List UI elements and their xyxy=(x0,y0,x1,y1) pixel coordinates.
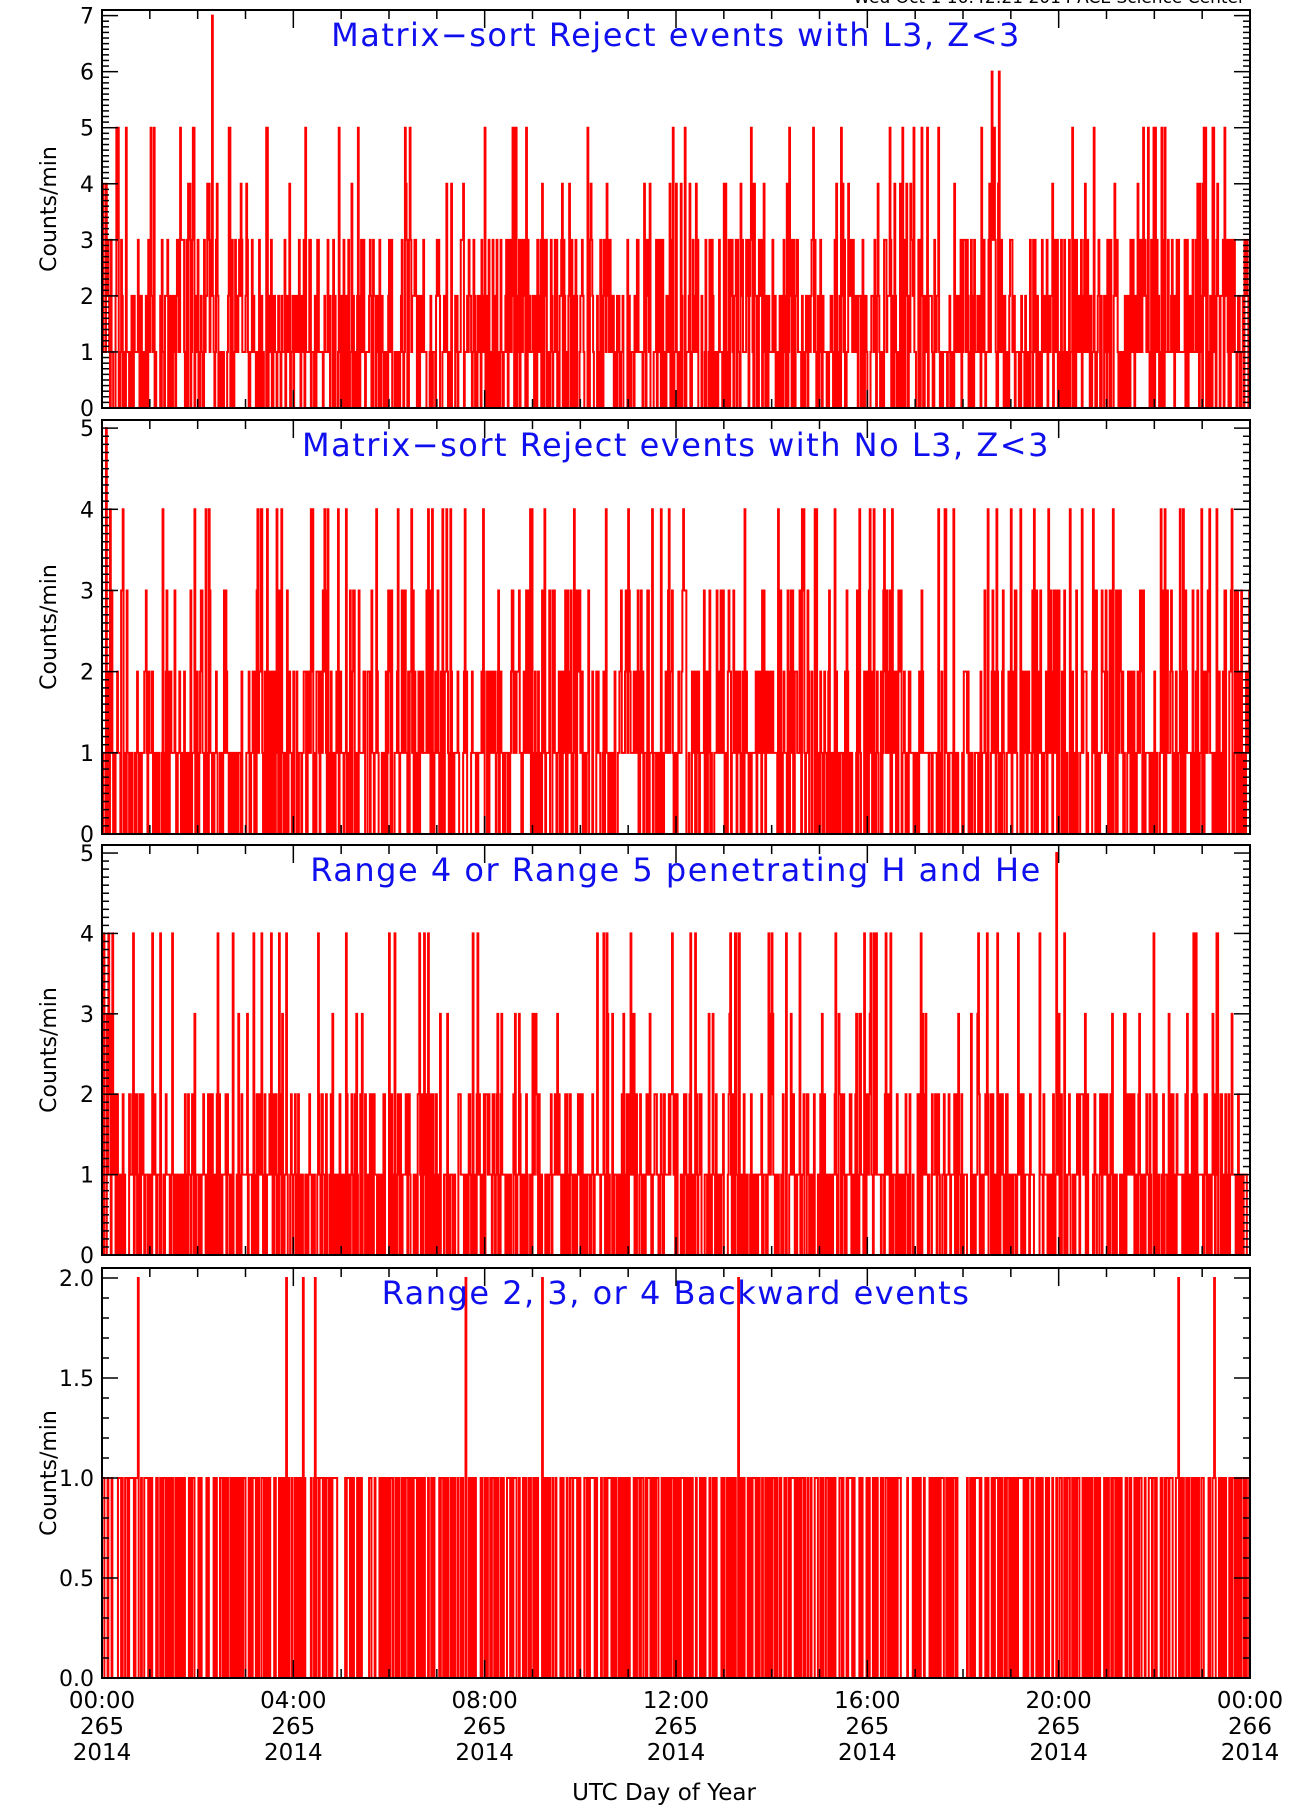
y-tick-label: 3 xyxy=(80,229,94,254)
y-tick-label: 7 xyxy=(80,5,94,30)
x-tick-label-line: 266 xyxy=(1228,1714,1272,1740)
x-tick-label-line: 2014 xyxy=(647,1740,706,1766)
x-tick-label-line: 2014 xyxy=(455,1740,514,1766)
x-tick-label-line: 08:00 xyxy=(452,1688,518,1714)
series-line xyxy=(101,14,1251,409)
x-tick-label-line: 265 xyxy=(1037,1714,1081,1740)
panels: Matrix−sort Reject events with L3, Z<301… xyxy=(37,5,1251,1692)
y-tick-label: 3 xyxy=(80,579,94,604)
series-line xyxy=(102,427,1251,835)
y-tick-label: 3 xyxy=(80,1003,94,1028)
y-tick-label: 0 xyxy=(80,1244,94,1269)
x-tick-label-line: 2014 xyxy=(1221,1740,1280,1766)
x-tick-label-line: 16:00 xyxy=(834,1688,900,1714)
panel-3: Range 4 or Range 5 penetrating H and He0… xyxy=(37,842,1251,1269)
y-axis-label: Counts/min xyxy=(37,146,62,272)
x-tick-label-line: 2014 xyxy=(838,1740,897,1766)
y-tick-label: 2.0 xyxy=(59,1267,94,1292)
x-tick-label-line: 2014 xyxy=(264,1740,323,1766)
y-axis-label: Counts/min xyxy=(37,987,62,1113)
y-tick-label: 1.5 xyxy=(59,1367,94,1392)
y-tick-label: 5 xyxy=(80,417,94,442)
y-tick-label: 2 xyxy=(80,285,94,310)
y-axis-label: Counts/min xyxy=(37,564,62,690)
y-tick-label: 4 xyxy=(80,498,94,523)
y-tick-label: 1 xyxy=(80,742,94,767)
y-tick-label: 1.0 xyxy=(59,1467,94,1492)
y-tick-label: 0 xyxy=(80,823,94,848)
y-tick-label: 5 xyxy=(80,117,94,142)
panel-2: Matrix−sort Reject events with No L3, Z<… xyxy=(37,417,1251,848)
x-tick-label-line: 12:00 xyxy=(643,1688,709,1714)
y-tick-label: 4 xyxy=(80,922,94,947)
header-text: Wed Oct 1 16:42:21 2014 ACE Science Cent… xyxy=(853,0,1245,8)
x-tick-label-line: 265 xyxy=(80,1714,124,1740)
x-tick-label-line: 265 xyxy=(845,1714,889,1740)
x-tick-label-line: 20:00 xyxy=(1026,1688,1092,1714)
x-tick-label-line: 265 xyxy=(654,1714,698,1740)
y-tick-label: 4 xyxy=(80,173,94,198)
y-axis-label: Counts/min xyxy=(37,1410,62,1536)
x-tick-label-line: 00:00 xyxy=(69,1688,135,1714)
y-tick-label: 2 xyxy=(80,1083,94,1108)
x-tick-label-line: 00:00 xyxy=(1217,1688,1283,1714)
panel-1: Matrix−sort Reject events with L3, Z<301… xyxy=(37,5,1251,422)
y-tick-label: 0.0 xyxy=(59,1667,94,1692)
x-tick-label-line: 265 xyxy=(463,1714,507,1740)
y-tick-label: 1 xyxy=(80,341,94,366)
x-tick-label-line: 265 xyxy=(271,1714,315,1740)
y-tick-label: 6 xyxy=(80,61,94,86)
y-tick-label: 1 xyxy=(80,1164,94,1189)
x-axis-label: UTC Day of Year xyxy=(572,1780,756,1806)
y-tick-label: 0.5 xyxy=(59,1567,94,1592)
y-tick-label: 5 xyxy=(80,842,94,867)
x-tick-label-line: 2014 xyxy=(1029,1740,1088,1766)
y-tick-label: 2 xyxy=(80,661,94,686)
series-line xyxy=(101,852,1250,1256)
x-tick-labels: 00:00265201404:00265201408:00265201412:0… xyxy=(69,1688,1283,1766)
series-line xyxy=(102,1277,1251,1679)
x-tick-label-line: 04:00 xyxy=(260,1688,326,1714)
x-tick-label-line: 2014 xyxy=(73,1740,132,1766)
y-tick-label: 0 xyxy=(80,397,94,422)
panel-4: Range 2, 3, or 4 Backward events0.00.51.… xyxy=(37,1267,1251,1692)
